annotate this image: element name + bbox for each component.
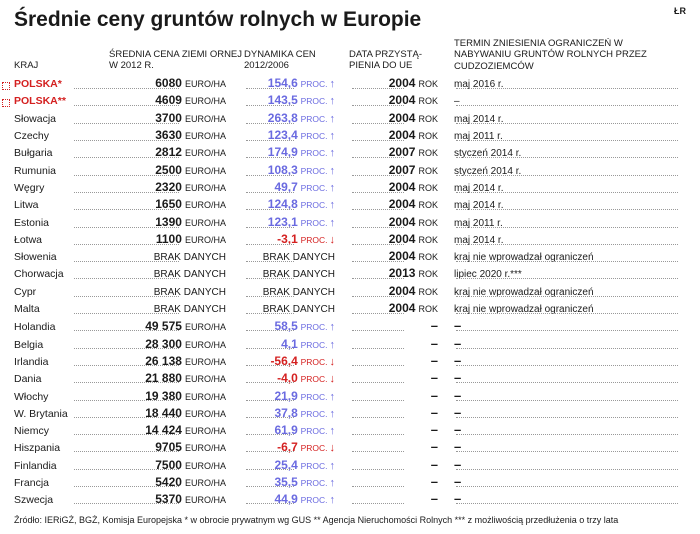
price-cell: 9705 EURO/HA xyxy=(109,440,244,454)
table-row: Czechy3630 EURO/HA123,4 PROC.↑2004 ROKma… xyxy=(14,128,686,145)
price-cell: 21 880 EURO/HA xyxy=(109,371,244,385)
price-cell: 28 300 EURO/HA xyxy=(109,337,244,351)
price-cell: 3630 EURO/HA xyxy=(109,128,244,142)
table-row: Dania21 880 EURO/HA-4,0 PROC.↓–– xyxy=(14,370,686,387)
table-row: SłoweniaBRAK DANYCHBRAK DANYCH2004 ROKkr… xyxy=(14,249,686,266)
price-cell: BRAK DANYCH xyxy=(109,252,244,263)
table-row: Finlandia7500 EURO/HA25,4 PROC.↑–– xyxy=(14,457,686,474)
price-cell: 7500 EURO/HA xyxy=(109,458,244,472)
header-restrictions: TERMIN ZNIESIENIA OGRANICZEŃ W NABYWANIU… xyxy=(454,38,654,72)
country-cell: Słowacja xyxy=(14,113,109,125)
country-cell: Czechy xyxy=(14,130,109,142)
table-row: Hiszpania9705 EURO/HA-6,7 PROC.↓–– xyxy=(14,439,686,456)
table-row: Estonia1390 EURO/HA123,1 PROC.↑2004 ROKm… xyxy=(14,215,686,232)
header-price: ŚREDNIA CENA ZIEMI ORNEJ W 2012 R. xyxy=(109,38,244,72)
country-cell: Holandia xyxy=(14,321,109,333)
country-cell: Dania xyxy=(14,373,109,385)
table-row: Francja5420 EURO/HA35,5 PROC.↑–– xyxy=(14,474,686,491)
country-cell: Belgia xyxy=(14,339,109,351)
price-cell: 26 138 EURO/HA xyxy=(109,354,244,368)
country-cell: Litwa xyxy=(14,199,109,211)
country-cell: Chorwacja xyxy=(14,268,109,280)
price-cell: 14 424 EURO/HA xyxy=(109,423,244,437)
price-cell: BRAK DANYCH xyxy=(109,269,244,280)
country-cell: Estonia xyxy=(14,217,109,229)
table-row: Słowacja3700 EURO/HA263,8 PROC.↑2004 ROK… xyxy=(14,111,686,128)
country-cell: POLSKA* xyxy=(14,78,109,90)
country-cell: Włochy xyxy=(14,391,109,403)
price-cell: 49 575 EURO/HA xyxy=(109,319,244,333)
price-cell: BRAK DANYCH xyxy=(109,287,244,298)
price-cell: 3700 EURO/HA xyxy=(109,111,244,125)
table-row: W. Brytania18 440 EURO/HA37,8 PROC.↑–– xyxy=(14,405,686,422)
price-cell: 4609 EURO/HA xyxy=(109,93,244,107)
price-cell: 2320 EURO/HA xyxy=(109,180,244,194)
table-row: Holandia49 575 EURO/HA58,5 PROC.↑–– xyxy=(14,318,686,335)
table-row: Irlandia26 138 EURO/HA-56,4 PROC.↓–– xyxy=(14,353,686,370)
table-row: MaltaBRAK DANYCHBRAK DANYCH2004 ROKkraj … xyxy=(14,301,686,318)
table-row: Belgia28 300 EURO/HA4,1 PROC.↑–– xyxy=(14,336,686,353)
country-cell: Węgry xyxy=(14,182,109,194)
price-cell: 18 440 EURO/HA xyxy=(109,406,244,420)
country-cell: POLSKA** xyxy=(14,95,109,107)
country-cell: Irlandia xyxy=(14,356,109,368)
page-title: Średnie ceny gruntów rolnych w Europie xyxy=(14,8,686,32)
table-row: POLSKA*6080 EURO/HA154,6 PROC.↑2004 ROKm… xyxy=(14,76,686,93)
header-accession: DATA PRZYSTĄ- PIENIA DO UE xyxy=(349,38,454,72)
country-cell: Łotwa xyxy=(14,234,109,246)
country-cell: Bułgaria xyxy=(14,147,109,159)
price-cell: 1100 EURO/HA xyxy=(109,232,244,246)
corner-badge: ŁR xyxy=(674,6,686,16)
country-cell: Słowenia xyxy=(14,251,109,263)
country-cell: Malta xyxy=(14,303,109,315)
price-cell: 1650 EURO/HA xyxy=(109,197,244,211)
price-cell: 6080 EURO/HA xyxy=(109,76,244,90)
table-row: Włochy19 380 EURO/HA21,9 PROC.↑–– xyxy=(14,388,686,405)
table-row: Węgry2320 EURO/HA49,7 PROC.↑2004 ROKmaj … xyxy=(14,180,686,197)
price-cell: 2500 EURO/HA xyxy=(109,163,244,177)
country-cell: W. Brytania xyxy=(14,408,109,420)
table-row: ChorwacjaBRAK DANYCHBRAK DANYCH2013 ROKl… xyxy=(14,266,686,283)
table-row: Niemcy14 424 EURO/HA61,9 PROC.↑–– xyxy=(14,422,686,439)
header-dynamics: DYNAMIKA CEN 2012/2006 xyxy=(244,38,349,72)
table-row: Rumunia2500 EURO/HA108,3 PROC.↑2007 ROKs… xyxy=(14,163,686,180)
price-cell: 5370 EURO/HA xyxy=(109,492,244,506)
country-cell: Rumunia xyxy=(14,165,109,177)
country-cell: Francja xyxy=(14,477,109,489)
table-row: Łotwa1100 EURO/HA-3,1 PROC.↓2004 ROKmaj … xyxy=(14,232,686,249)
table-row: Litwa1650 EURO/HA124,8 PROC.↑2004 ROKmaj… xyxy=(14,197,686,214)
table-row: Bułgaria2812 EURO/HA174,9 PROC.↑2007 ROK… xyxy=(14,145,686,162)
table-row: POLSKA**4609 EURO/HA143,5 PROC.↑2004 ROK… xyxy=(14,93,686,110)
price-cell: 2812 EURO/HA xyxy=(109,145,244,159)
country-cell: Finlandia xyxy=(14,460,109,472)
table-headers: KRAJ ŚREDNIA CENA ZIEMI ORNEJ W 2012 R. … xyxy=(14,38,686,72)
table-body: POLSKA*6080 EURO/HA154,6 PROC.↑2004 ROKm… xyxy=(14,76,686,508)
price-cell: BRAK DANYCH xyxy=(109,304,244,315)
table-row: CyprBRAK DANYCHBRAK DANYCH2004 ROKkraj n… xyxy=(14,284,686,301)
table-row: Szwecja5370 EURO/HA44,9 PROC.↑–– xyxy=(14,491,686,508)
price-cell: 19 380 EURO/HA xyxy=(109,389,244,403)
country-cell: Szwecja xyxy=(14,494,109,506)
header-country: KRAJ xyxy=(14,38,109,72)
footnote: Źródło: IERiGŻ, BGŻ, Komisja Europejska … xyxy=(14,515,686,525)
country-cell: Niemcy xyxy=(14,425,109,437)
country-cell: Hiszpania xyxy=(14,442,109,454)
price-cell: 1390 EURO/HA xyxy=(109,215,244,229)
country-cell: Cypr xyxy=(14,286,109,298)
price-cell: 5420 EURO/HA xyxy=(109,475,244,489)
